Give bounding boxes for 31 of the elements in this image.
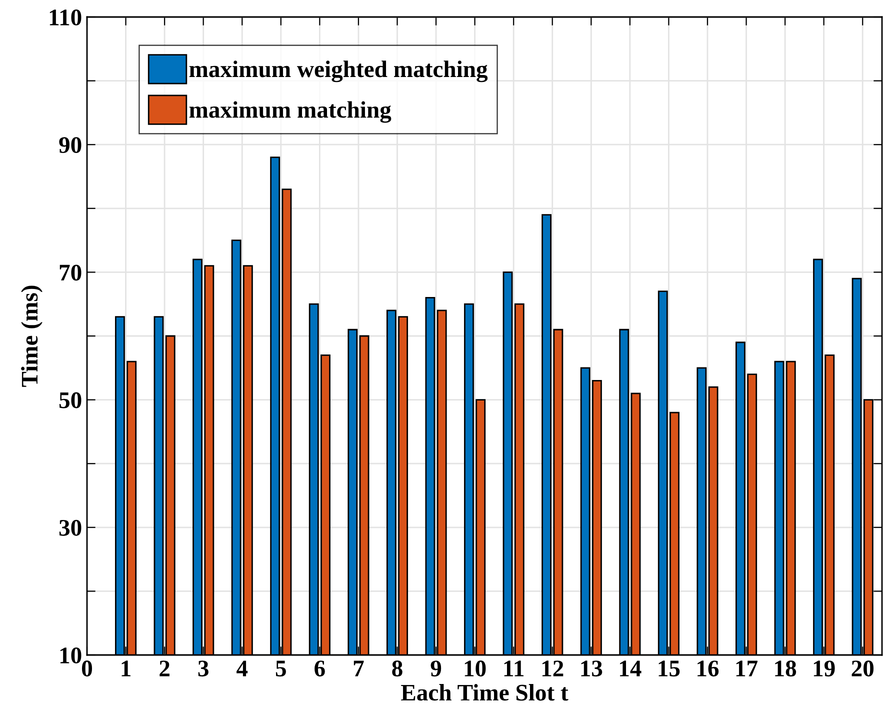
y-tick-label: 50 <box>59 392 82 408</box>
legend-label: maximum weighted matching <box>189 60 488 82</box>
x-axis-title: Each Time Slot t <box>401 684 568 701</box>
x-tick-label: 19 <box>814 660 835 676</box>
y-axis-title: Time (ms) <box>21 286 42 387</box>
x-tick-label: 15 <box>658 660 680 676</box>
legend-label: maximum matching <box>189 101 392 123</box>
x-tick-label: 18 <box>775 660 796 676</box>
x-tick-label: 12 <box>542 660 564 676</box>
x-tick-label: 4 <box>236 660 248 676</box>
x-tick-label: 10 <box>464 660 486 676</box>
y-tick-label: 90 <box>59 137 82 154</box>
x-tick-label: 9 <box>430 660 442 676</box>
x-tick-label: 1 <box>122 660 130 676</box>
y-tick-label: 10 <box>60 647 82 664</box>
x-tick-label: 11 <box>504 660 524 676</box>
x-tick-label: 17 <box>736 660 758 676</box>
x-tick-label: 16 <box>698 660 719 676</box>
x-tick-label: 14 <box>620 660 642 676</box>
x-tick-label: 8 <box>392 660 402 676</box>
y-tick-label: 110 <box>50 9 82 26</box>
x-tick-label: 7 <box>354 660 364 676</box>
x-tick-label: 6 <box>314 660 325 676</box>
x-tick-label: 3 <box>198 660 208 676</box>
y-tick-label: 70 <box>60 264 82 281</box>
x-tick-label: 20 <box>852 660 874 676</box>
y-tick-label: 30 <box>59 520 82 536</box>
x-tick-label: 2 <box>160 660 170 676</box>
x-tick-label: 5 <box>276 660 286 676</box>
x-tick-label: 0 <box>82 660 92 676</box>
x-tick-label: 13 <box>581 660 602 676</box>
